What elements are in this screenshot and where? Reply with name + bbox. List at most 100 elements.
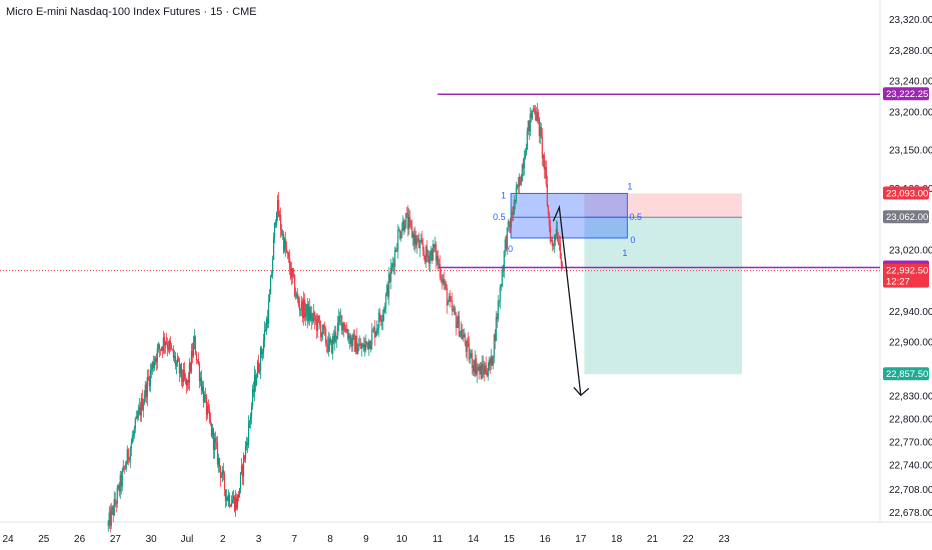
candle-body: [540, 127, 542, 137]
candle-body: [369, 340, 371, 349]
candle-body: [262, 352, 264, 355]
price-tick-label: 22,900.00: [889, 338, 932, 349]
candle-body: [334, 331, 336, 342]
candle-body: [205, 395, 208, 416]
candle-body: [366, 341, 368, 343]
candle-body: [111, 507, 113, 510]
candle-body: [135, 416, 137, 420]
candle-body: [370, 345, 372, 349]
price-tick-label: 22,740.00: [889, 460, 932, 471]
candle-body: [406, 213, 408, 215]
candle-body: [329, 338, 331, 343]
candle-body: [542, 154, 544, 159]
candle-body: [465, 343, 467, 352]
candle-body: [555, 229, 557, 236]
price-badge[interactable]: [883, 87, 929, 101]
candle-body: [308, 307, 310, 322]
price-badge[interactable]: [883, 367, 929, 381]
time-scale[interactable]: 24 25 26 27 30 Jul 2 3 7 8 9 10 11 14 15 16 17 18 21 22 23: [2, 534, 730, 545]
candle-body: [232, 496, 235, 500]
candle-body: [150, 369, 152, 371]
arrow-line[interactable]: [552, 204, 582, 396]
candle-body: [379, 312, 381, 320]
candle-body: [174, 356, 177, 366]
candle-body: [514, 199, 516, 202]
candle-body: [151, 362, 153, 370]
candle-body: [208, 408, 211, 419]
candle-body: [125, 464, 127, 468]
candle-body: [282, 233, 284, 235]
candle-body: [551, 240, 553, 246]
candle-body: [264, 329, 266, 341]
candle-body: [522, 164, 524, 169]
candle-body: [519, 176, 521, 185]
candle-body: [538, 117, 540, 136]
candle-body: [387, 285, 389, 297]
candle-body: [422, 243, 424, 251]
candle-body: [502, 269, 504, 272]
candle-body: [380, 319, 382, 322]
candle-body: [189, 362, 192, 372]
candle-body: [459, 331, 461, 337]
candle-body: [165, 341, 167, 343]
candle-body: [558, 243, 560, 245]
candle-body: [374, 327, 376, 338]
price-badge[interactable]: [883, 263, 929, 288]
candle-body: [185, 378, 188, 386]
candle-body: [394, 250, 396, 267]
candle-body: [495, 316, 497, 342]
candle-body: [554, 235, 556, 240]
candle-body: [335, 331, 337, 339]
candle-body: [258, 362, 260, 372]
candle-body: [523, 158, 525, 169]
price-badge-label: 22,857.50: [886, 369, 928, 380]
price-badge[interactable]: [883, 210, 929, 224]
candle-body: [116, 488, 118, 504]
candle-body: [273, 237, 275, 260]
candle-body: [175, 363, 178, 366]
candle-body: [259, 370, 261, 372]
candle-body: [428, 256, 430, 264]
candle-body: [231, 499, 234, 504]
candle-body: [559, 243, 561, 259]
candle-body: [535, 114, 537, 121]
candle-body: [513, 199, 515, 214]
arrow-drawing[interactable]: [552, 204, 590, 397]
candle-body: [478, 367, 480, 371]
countdown-label: 12:27: [886, 277, 910, 288]
candle-body: [443, 279, 445, 285]
candle-body: [402, 220, 404, 230]
candle-body: [411, 225, 413, 238]
candle-body: [515, 187, 517, 202]
candle-body: [138, 407, 140, 411]
candle-body: [247, 423, 250, 445]
price-scale[interactable]: 23,320.00 23,280.00 23,240.00 23,200.00 23,1…: [883, 15, 932, 519]
candle-body: [176, 358, 179, 364]
candle-body: [373, 327, 375, 331]
candle-body: [320, 325, 322, 338]
candle-body: [438, 263, 440, 265]
candle-body: [252, 389, 255, 393]
arrow-head[interactable]: [573, 386, 590, 397]
time-tick-label: 27: [110, 534, 122, 545]
candle-body: [436, 255, 438, 262]
candle-body: [449, 296, 451, 300]
candle-body: [123, 466, 125, 468]
price-tick-label: 23,150.00: [889, 146, 932, 157]
candle-body: [530, 113, 532, 119]
candle-body: [198, 363, 201, 382]
candle-body: [322, 324, 324, 334]
candle-body: [496, 316, 498, 320]
candle-body: [455, 314, 457, 328]
price-tick-label: 23,200.00: [889, 107, 932, 118]
candle-body: [364, 344, 366, 351]
candle-body: [489, 359, 491, 365]
symbol-title: Micro E-mini Nasdaq-100 Index Futures · …: [6, 6, 257, 18]
candle-body: [119, 475, 121, 492]
candle-body: [352, 334, 354, 347]
price-badge[interactable]: [883, 186, 929, 200]
candle-body: [250, 406, 253, 417]
horizontal-levels[interactable]: [0, 93, 880, 272]
